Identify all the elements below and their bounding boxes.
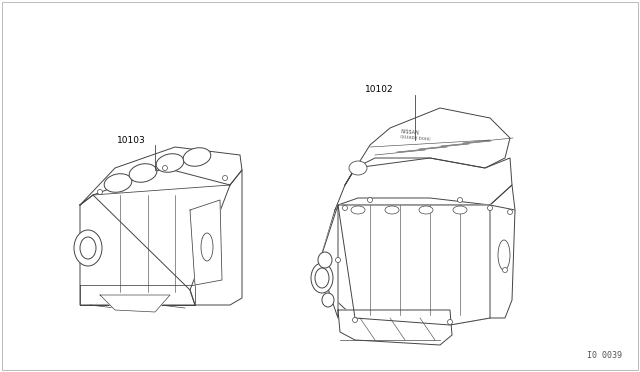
Ellipse shape [318, 252, 332, 268]
Circle shape [353, 317, 358, 323]
Text: NISSAN: NISSAN [400, 129, 419, 136]
Polygon shape [490, 205, 515, 318]
Circle shape [447, 320, 452, 324]
Circle shape [508, 209, 513, 215]
Polygon shape [338, 205, 490, 325]
Text: I0 0039: I0 0039 [587, 351, 622, 360]
Ellipse shape [183, 148, 211, 166]
Polygon shape [190, 200, 222, 285]
Text: 10103: 10103 [117, 136, 146, 145]
Ellipse shape [322, 293, 334, 307]
Polygon shape [345, 108, 510, 185]
Polygon shape [320, 205, 338, 318]
Polygon shape [335, 158, 512, 210]
Ellipse shape [201, 233, 213, 261]
Polygon shape [338, 310, 452, 345]
Ellipse shape [349, 161, 367, 175]
Ellipse shape [74, 230, 102, 266]
Ellipse shape [385, 206, 399, 214]
Ellipse shape [129, 164, 157, 182]
Circle shape [223, 176, 227, 180]
Ellipse shape [453, 206, 467, 214]
Polygon shape [100, 295, 170, 312]
Circle shape [367, 198, 372, 202]
Ellipse shape [351, 206, 365, 214]
Polygon shape [190, 170, 242, 305]
Polygon shape [320, 185, 515, 325]
Ellipse shape [156, 154, 184, 172]
Ellipse shape [104, 174, 132, 192]
Ellipse shape [80, 237, 96, 259]
Circle shape [342, 205, 348, 211]
Ellipse shape [498, 240, 510, 270]
Polygon shape [80, 195, 195, 305]
Ellipse shape [315, 268, 329, 288]
Ellipse shape [419, 206, 433, 214]
Circle shape [335, 257, 340, 263]
Circle shape [488, 205, 493, 211]
Text: 10102: 10102 [365, 85, 394, 94]
Circle shape [163, 166, 168, 170]
Circle shape [502, 267, 508, 273]
Circle shape [97, 189, 102, 195]
Ellipse shape [311, 263, 333, 293]
Text: QG18DE DOHC: QG18DE DOHC [400, 134, 431, 141]
Polygon shape [80, 147, 242, 205]
Circle shape [458, 198, 463, 202]
